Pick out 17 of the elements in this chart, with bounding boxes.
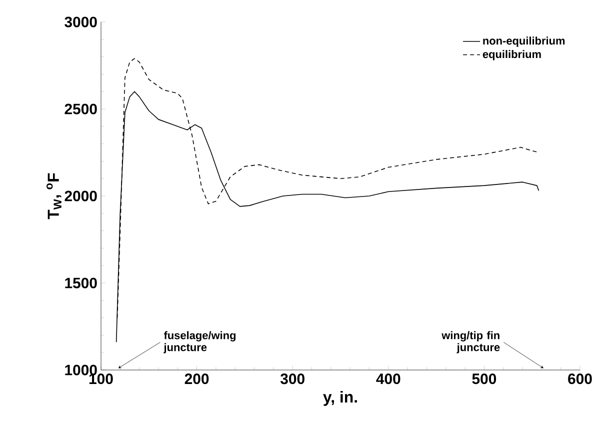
y-tick-label: 1000 [65, 364, 97, 376]
annotation: wing/tip fin juncture [442, 331, 500, 354]
y-tick-label: 2000 [64, 190, 97, 202]
x-tick-label: 100 [89, 374, 113, 384]
x-tick-label: 600 [568, 374, 592, 384]
y-axis-title: T$_{W}$, $^{o}$F [46, 173, 62, 220]
annotation: fuselage/wing juncture [164, 331, 236, 354]
x-tick-label: 400 [376, 374, 400, 384]
legend-label: equilibrium [482, 50, 541, 60]
x-axis-title: y, in. [323, 390, 357, 406]
y-tick-label: 2500 [64, 104, 97, 114]
y-tick-label: 3000 [64, 16, 97, 28]
x-tick-label: 200 [184, 374, 209, 384]
x-tick-label: 300 [280, 374, 304, 384]
y-tick-label: 1500 [65, 278, 97, 288]
legend-label: non-equilibrium [483, 36, 565, 47]
x-tick-label: 500 [472, 374, 496, 384]
